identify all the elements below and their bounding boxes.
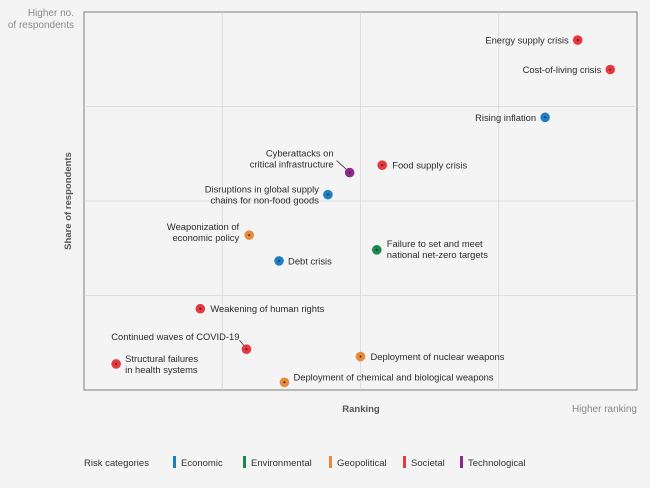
legend-title: Risk categories <box>84 458 149 469</box>
point-label: Deployment of nuclear weapons <box>371 351 505 362</box>
point-label: Disruptions in global supply <box>205 184 319 195</box>
legend-label: Environmental <box>251 458 312 469</box>
point-center-dot <box>248 234 251 237</box>
data-point[interactable]: Weakening of human rights <box>195 303 325 314</box>
point-center-dot <box>327 193 329 196</box>
legend-item-technological[interactable]: Technological <box>460 456 526 469</box>
data-point[interactable]: Cost-of-living crisis <box>523 64 616 75</box>
y-high-label-line-1: Higher no. <box>28 8 74 19</box>
legend-label: Economic <box>181 458 223 469</box>
point-center-dot <box>245 348 248 351</box>
point-center-dot <box>544 116 547 119</box>
point-center-dot <box>359 355 362 358</box>
legend-swatch <box>329 456 332 468</box>
point-label: economic policy <box>172 232 239 243</box>
data-point[interactable]: Debt crisis <box>274 255 332 266</box>
legend-label: Geopolitical <box>337 458 387 469</box>
legend-item-geopolitical[interactable]: Geopolitical <box>329 456 387 469</box>
leader-line <box>336 160 347 170</box>
point-center-dot <box>199 307 202 310</box>
legend: Risk categories Economic Environmental Geop… <box>84 456 526 469</box>
x-axis-title: Ranking <box>342 404 380 415</box>
point-center-dot <box>375 248 378 251</box>
data-point[interactable]: Deployment of nuclear weapons <box>355 351 505 362</box>
point-label: Energy supply crisis <box>485 35 569 46</box>
y-axis-title: Share of respondents <box>63 152 74 250</box>
legend-item-societal[interactable]: Societal <box>403 456 445 469</box>
legend-item-environmental[interactable]: Environmental <box>243 456 312 469</box>
data-points: Energy supply crisis Cost-of-living crisi… <box>111 35 616 388</box>
point-center-dot <box>278 259 280 262</box>
legend-swatch <box>173 456 176 468</box>
data-point[interactable]: Food supply crisis <box>377 160 468 171</box>
x-high-label: Higher ranking <box>572 404 637 415</box>
data-point[interactable]: Deployment of chemical and biological we… <box>279 371 494 388</box>
point-label: Rising inflation <box>475 112 536 123</box>
point-center-dot <box>609 68 612 71</box>
data-point[interactable]: Energy supply crisis <box>485 35 583 46</box>
legend-label: Societal <box>411 458 445 469</box>
point-center-dot <box>576 39 579 41</box>
gridlines <box>84 12 637 390</box>
point-label: critical infrastructure <box>250 159 334 170</box>
point-label: Debt crisis <box>288 255 332 266</box>
point-label: Weakening of human rights <box>210 303 324 314</box>
point-center-dot <box>283 381 286 384</box>
point-label: Deployment of chemical and biological we… <box>293 371 493 382</box>
point-label: national net-zero targets <box>387 249 488 260</box>
leader-line <box>239 339 245 347</box>
legend-swatch <box>460 456 463 468</box>
point-label: Cyberattacks on <box>266 148 334 159</box>
point-label: Food supply crisis <box>392 160 467 171</box>
legend-item-economic[interactable]: Economic <box>173 456 223 469</box>
point-label: Continued waves of COVID-19 <box>111 331 239 342</box>
data-point[interactable]: Continued waves of COVID-19 <box>111 331 252 355</box>
data-point[interactable]: Rising inflation <box>475 112 550 123</box>
point-label: Structural failures <box>125 353 198 364</box>
legend-label: Technological <box>468 458 526 469</box>
y-high-label-line-2: of respondents <box>8 20 74 31</box>
legend-swatch <box>243 456 246 468</box>
point-center-dot <box>115 363 118 365</box>
point-center-dot <box>348 171 351 174</box>
point-center-dot <box>381 164 384 167</box>
point-label: chains for non-food goods <box>210 195 319 206</box>
point-label: Weaponization of <box>167 221 240 232</box>
point-label: Cost-of-living crisis <box>523 64 602 75</box>
point-label: in health systems <box>125 364 198 375</box>
point-label: Failure to set and meet <box>387 238 483 249</box>
legend-swatch <box>403 456 406 468</box>
